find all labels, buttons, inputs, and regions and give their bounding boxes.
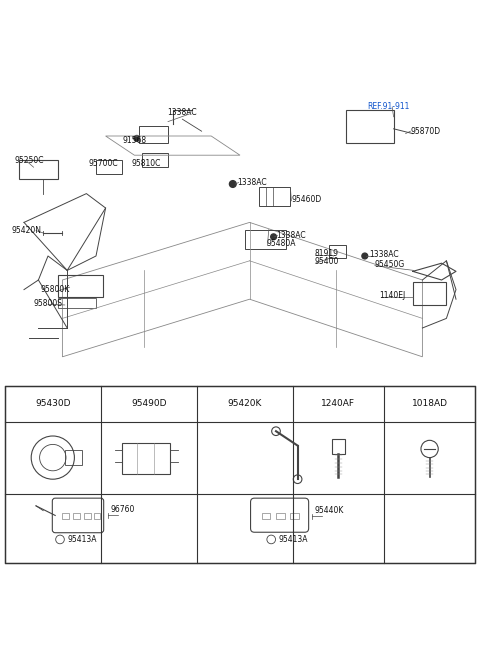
Bar (58, 298, 96, 308)
Text: 95480A: 95480A (266, 239, 296, 249)
Bar (122, 443, 170, 474)
Text: 95440K: 95440K (314, 506, 344, 515)
Bar (413, 282, 446, 305)
Text: 95420K: 95420K (228, 400, 262, 408)
Circle shape (229, 180, 236, 188)
Bar (73, 513, 80, 519)
Text: 1140EJ: 1140EJ (379, 291, 406, 300)
Text: 81919: 81919 (314, 249, 338, 258)
Bar (245, 230, 286, 249)
Text: 1240AF: 1240AF (322, 400, 355, 408)
Text: 95870D: 95870D (410, 127, 441, 136)
Text: 95490D: 95490D (131, 400, 167, 408)
Text: 95420N: 95420N (12, 226, 42, 235)
Text: REF.91-911: REF.91-911 (367, 102, 409, 111)
Text: 95800K: 95800K (41, 285, 70, 294)
Bar (259, 188, 290, 205)
Text: 1338AC: 1338AC (168, 108, 197, 117)
Bar (65, 451, 82, 465)
Text: 95413A: 95413A (278, 535, 308, 544)
Bar (142, 153, 168, 167)
Text: 96760: 96760 (110, 504, 135, 514)
Circle shape (362, 253, 368, 259)
Circle shape (271, 234, 276, 239)
Bar (139, 127, 168, 143)
Text: 1338AC: 1338AC (238, 178, 267, 187)
Text: 95430D: 95430D (35, 400, 71, 408)
Bar (329, 245, 346, 258)
Bar (19, 160, 58, 179)
Text: 1018AD: 1018AD (412, 400, 447, 408)
Circle shape (134, 136, 140, 141)
Bar (262, 512, 270, 519)
Bar (332, 440, 345, 454)
Bar (58, 276, 103, 297)
Text: 95810C: 95810C (132, 159, 161, 168)
Text: 95460D: 95460D (292, 195, 322, 204)
Text: 95400: 95400 (314, 257, 339, 266)
Text: 1338AC: 1338AC (276, 231, 306, 240)
Bar (84, 513, 91, 519)
Bar (62, 513, 69, 519)
Text: 1338AC: 1338AC (370, 250, 399, 259)
Text: 95800S: 95800S (34, 298, 62, 308)
Bar (94, 513, 100, 519)
Bar (96, 160, 122, 174)
Bar (276, 512, 285, 519)
Text: 95450G: 95450G (374, 260, 405, 269)
Text: 95700C: 95700C (89, 159, 119, 168)
Bar (5, 386, 475, 564)
Text: 95413A: 95413A (67, 535, 96, 544)
Text: 91568: 91568 (122, 136, 146, 145)
Bar (346, 110, 394, 143)
Bar (290, 512, 299, 519)
Text: 95250C: 95250C (14, 157, 44, 165)
